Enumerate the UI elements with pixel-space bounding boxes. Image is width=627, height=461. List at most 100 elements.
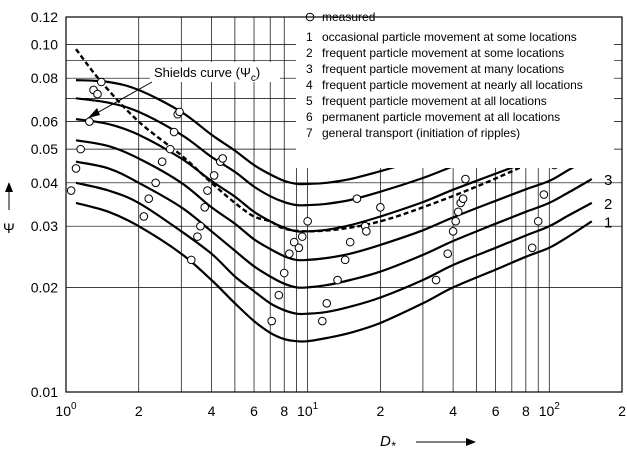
measured-point [443, 249, 453, 259]
measured-point [453, 207, 463, 217]
measured-point [274, 290, 284, 300]
measured-point [76, 144, 85, 154]
curve-label-1: 1 [604, 214, 612, 231]
measured-point [533, 216, 543, 226]
curve-4-line [75, 139, 593, 262]
curve-label-3: 3 [604, 172, 612, 189]
measured-point [461, 174, 470, 184]
measured-point [431, 275, 441, 285]
y-tick-label: 0.01 [31, 384, 58, 400]
shields-label-background [150, 62, 280, 82]
legend-background [296, 10, 614, 168]
measured-point [151, 178, 160, 188]
legend-items: 1 occasional particle movement at some lo… [306, 30, 583, 140]
y-axis-arrow-icon [5, 182, 13, 192]
measured-point [527, 243, 537, 253]
legend-item-text: frequent particle movement at some locat… [322, 46, 564, 60]
measured-point [345, 237, 355, 247]
measured-point [267, 316, 276, 326]
measured-point [196, 221, 205, 231]
x-tick-label: 4 [208, 403, 216, 419]
legend-item-text: permanent particle movement at all locat… [322, 110, 560, 124]
y-tick-label: 0.08 [31, 70, 58, 86]
measured-point [175, 107, 184, 117]
x-axis-title: D* [380, 433, 476, 453]
measured-point [169, 127, 179, 137]
measured-point [539, 190, 549, 199]
x-tick-label: 102 [539, 401, 561, 419]
shields-curve-label: Shields curve (Ψc) [154, 65, 260, 84]
measured-point [71, 164, 81, 173]
x-tick-label: 2 [618, 403, 626, 419]
measured-point [209, 171, 219, 180]
y-tick-label: 0.06 [31, 114, 58, 130]
measured-point [352, 194, 362, 203]
curve-label-2: 2 [604, 196, 612, 213]
y-tick-label: 0.10 [31, 37, 58, 53]
legend-item-text: occasional particle movement at some loc… [322, 30, 577, 44]
legend-item-text: frequent particle movement at nearly all… [322, 78, 583, 92]
measured-point [285, 249, 294, 259]
y-axis-label: Ψ [3, 220, 15, 236]
x-tick-label: 100 [55, 401, 77, 419]
x-tick-label: 2 [376, 403, 384, 419]
measured-point [458, 194, 468, 203]
legend: measured 1 occasional particle movement a… [296, 10, 614, 168]
measured-point [289, 237, 299, 247]
legend-item-number: 7 [306, 126, 313, 140]
measured-point [279, 268, 289, 278]
x-tick-label: 8 [280, 403, 288, 419]
curve-2-line [75, 181, 593, 316]
x-tick-label: 101 [297, 401, 319, 419]
x-tick-label: 6 [492, 403, 500, 419]
shields-annotation: Shields curve (Ψc) [87, 62, 280, 119]
axis-tick-labels: 0.01 0.02 0.03 0.04 0.05 0.06 0.08 0.10 0.12 100 2… [31, 9, 626, 419]
measured-point [66, 186, 76, 195]
legend-item-text: frequent particle movement at all locati… [322, 94, 547, 108]
x-axis-arrow-icon [466, 438, 476, 446]
measured-point [322, 298, 332, 308]
x-tick-label: 8 [522, 403, 530, 419]
x-tick-label: 2 [135, 403, 143, 419]
measured-point [97, 77, 106, 87]
x-tick-label: 6 [250, 403, 258, 419]
measured-point [294, 243, 304, 253]
y-tick-label: 0.04 [31, 175, 58, 191]
curve-1-line [75, 201, 593, 343]
measured-point [193, 232, 202, 241]
legend-item-number: 6 [306, 110, 313, 124]
legend-item-number: 4 [306, 78, 313, 92]
legend-item-text: general transport (initiation of ripples… [322, 126, 520, 140]
measured-point [200, 203, 210, 212]
measured-point [448, 227, 458, 236]
measured-point [157, 157, 167, 167]
shields-pointer-arrowhead [88, 108, 100, 118]
measured-point [376, 203, 385, 212]
measured-point [85, 117, 94, 126]
measured-point [340, 255, 350, 265]
x-axis-label: D* [380, 433, 396, 453]
measured-point [317, 316, 327, 326]
measured-point [303, 216, 312, 226]
plot-frame [65, 16, 623, 393]
y-tick-label: 0.03 [31, 218, 58, 234]
measured-point [362, 227, 371, 236]
legend-item-number: 3 [306, 62, 313, 76]
measured-point [333, 275, 342, 285]
measured-point [144, 194, 154, 203]
legend-item-number: 2 [306, 46, 313, 60]
x-tick-label: 4 [449, 403, 457, 419]
measured-point [451, 216, 460, 226]
y-tick-label: 0.02 [31, 279, 58, 295]
y-tick-label: 0.05 [31, 141, 58, 157]
curve-3-line [75, 160, 593, 289]
measured-point [93, 89, 102, 99]
measured-point [297, 232, 307, 241]
legend-item-number: 1 [306, 30, 313, 44]
measured-point [165, 144, 175, 154]
legend-item-number: 5 [306, 94, 313, 108]
measured-point [139, 212, 149, 221]
y-tick-label: 0.12 [31, 9, 58, 25]
legend-item-text: frequent particle movement at many locat… [322, 62, 564, 76]
